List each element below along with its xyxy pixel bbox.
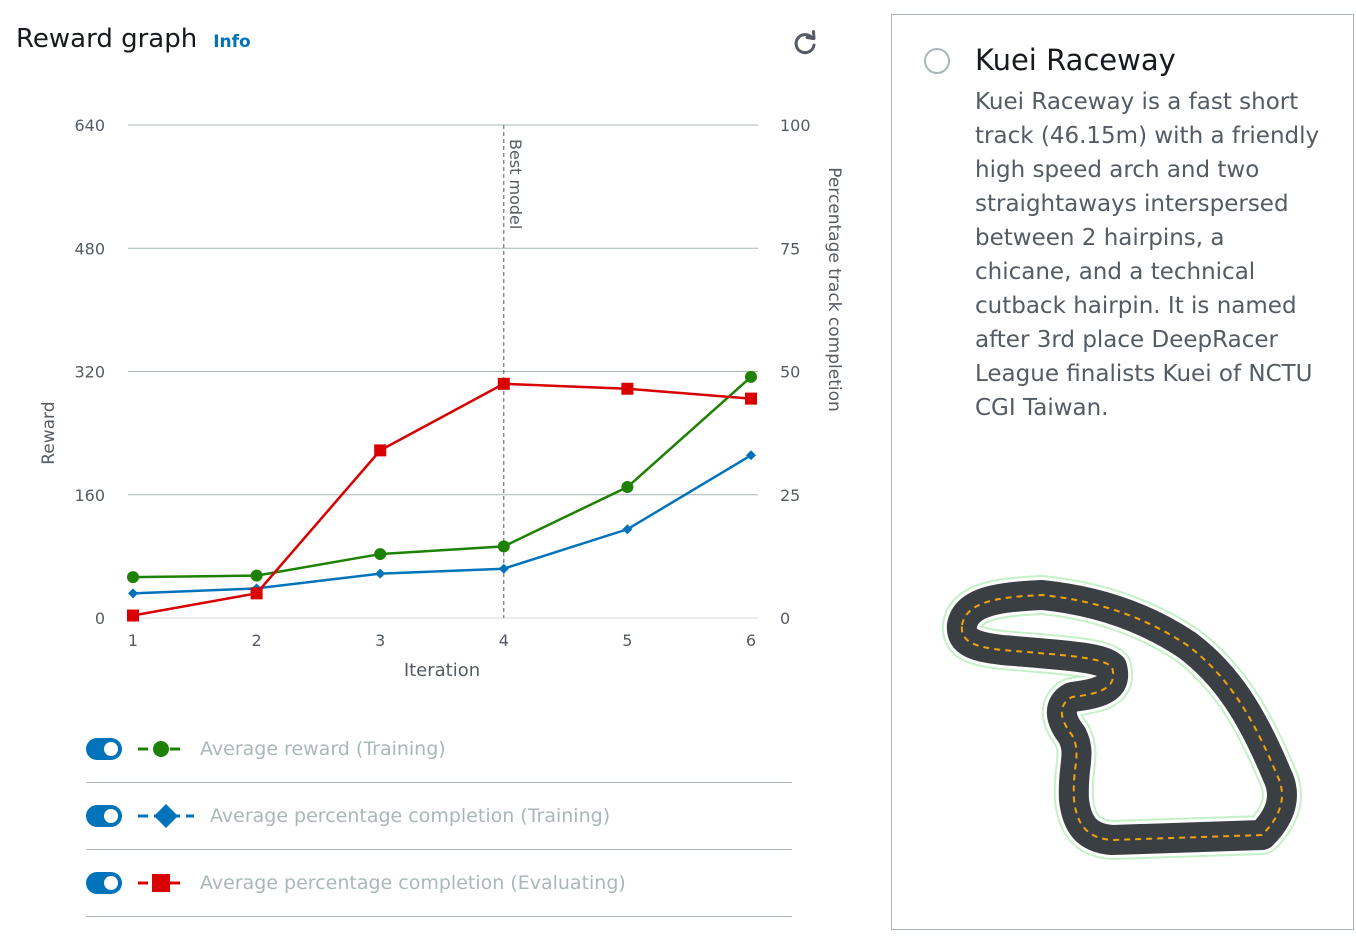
legend-item-completion-evaluating: Average percentage completion (Evaluatin… — [86, 850, 792, 917]
data-point-diamond — [375, 568, 386, 579]
data-point-circle — [497, 540, 510, 553]
track-radio-button[interactable] — [924, 48, 950, 74]
y-tick-label-right: 100 — [780, 116, 811, 135]
data-point-square — [621, 382, 634, 395]
y-tick-label-right: 0 — [780, 609, 790, 628]
x-tick-label: 4 — [499, 631, 509, 650]
data-point-diamond — [746, 450, 756, 461]
x-tick-label: 2 — [252, 631, 262, 650]
reward-chart: 0 160 320 480 640 0 25 50 75 100 1 2 3 4 5 6 Iteration Re… — [39, 116, 844, 681]
y-tick-label-right: 25 — [780, 486, 800, 505]
best-model-label: Best model — [506, 139, 525, 229]
data-point-diamond — [622, 524, 633, 535]
data-point-circle — [745, 370, 757, 383]
legend-square-marker-icon — [138, 874, 184, 892]
data-point-diamond — [498, 563, 509, 574]
toggle-completion-training[interactable] — [86, 805, 122, 827]
legend-label: Average percentage completion (Training) — [210, 805, 611, 827]
x-tick-label: 5 — [622, 631, 632, 650]
x-tick-label: 1 — [128, 631, 138, 650]
reward-graph-panel: Reward graph Info 0 160 320 480 640 0 25 50 75 10… — [16, 24, 844, 917]
track-card[interactable]: Kuei Raceway Kuei Raceway is a fast shor… — [891, 14, 1354, 930]
refresh-icon — [794, 30, 816, 55]
x-tick-label: 3 — [375, 631, 385, 650]
chart-legend: Average reward (Training) Average percen… — [86, 716, 792, 917]
y-tick-label-right: 75 — [780, 239, 800, 258]
series-line — [132, 382, 752, 617]
track-map-image — [942, 575, 1302, 860]
toggle-completion-evaluating[interactable] — [86, 872, 122, 894]
y-tick-label-right: 50 — [780, 363, 800, 382]
y-tick-label-left: 320 — [74, 363, 105, 382]
x-tick-label: 6 — [746, 631, 756, 650]
x-axis-label: Iteration — [404, 660, 480, 681]
data-point-square — [250, 587, 263, 600]
legend-circle-marker-icon — [138, 741, 184, 757]
track-description: Kuei Raceway is a fast short track (46.1… — [975, 89, 1320, 421]
data-point-circle — [621, 481, 634, 494]
y-axis-label-right: Percentage track completion — [824, 167, 844, 412]
legend-label: Average reward (Training) — [200, 738, 446, 760]
y-tick-label-left: 160 — [74, 486, 105, 505]
track-center-line — [960, 593, 1283, 842]
series-line — [132, 454, 752, 595]
data-point-square — [374, 444, 387, 457]
series-line — [132, 375, 752, 579]
data-point-square — [497, 377, 510, 390]
y-tick-label-left: 480 — [74, 239, 105, 258]
legend-diamond-marker-icon — [138, 804, 194, 828]
info-link[interactable]: Info — [213, 32, 251, 52]
legend-item-completion-training: Average percentage completion (Training) — [86, 783, 792, 850]
data-point-square — [127, 609, 139, 622]
legend-item-average-reward: Average reward (Training) — [86, 716, 792, 783]
legend-label: Average percentage completion (Evaluatin… — [200, 872, 626, 894]
data-point-square — [745, 392, 757, 405]
y-tick-label-left: 0 — [95, 609, 105, 628]
y-axis-label-left: Reward — [39, 401, 59, 464]
toggle-average-reward[interactable] — [86, 738, 122, 760]
page-title: Reward graph — [16, 24, 198, 54]
data-point-diamond — [128, 588, 138, 599]
data-point-circle — [250, 569, 263, 582]
data-point-circle — [374, 548, 387, 561]
y-tick-label-left: 640 — [74, 116, 105, 135]
data-point-circle — [127, 571, 139, 584]
track-name: Kuei Raceway — [975, 43, 1176, 77]
reward-graph-header: Reward graph Info — [16, 24, 251, 58]
refresh-button[interactable] — [788, 26, 822, 60]
